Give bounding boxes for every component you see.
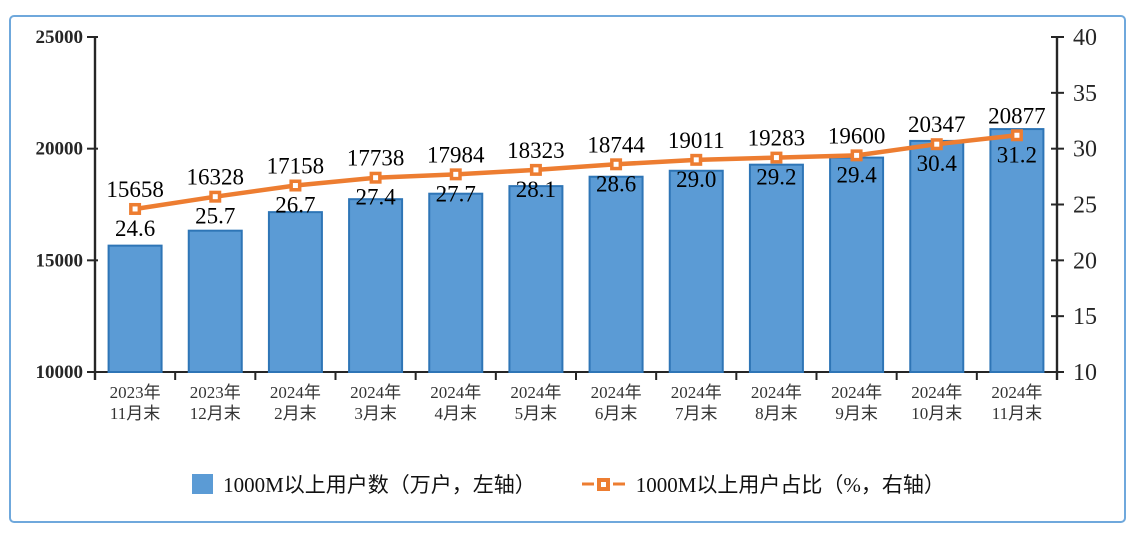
line-marker-center	[132, 206, 138, 212]
bar-value-label: 20347	[908, 112, 966, 137]
line-marker-center	[373, 175, 379, 181]
legend-item-line-series: 1000M以上用户占比（%，右轴）	[581, 469, 945, 499]
bar-value-label: 19283	[748, 126, 806, 151]
line-marker-center	[613, 161, 619, 167]
line-value-label: 28.6	[596, 171, 636, 196]
bar-value-label: 18744	[587, 132, 645, 157]
line-value-label: 29.0	[676, 167, 716, 192]
x-axis-category-label: 2024年 10月末	[911, 383, 962, 423]
bar	[187, 229, 243, 373]
line-marker-center	[934, 141, 940, 147]
line-value-label: 29.4	[836, 162, 877, 187]
bar-value-label: 17738	[347, 146, 405, 171]
left-axis-tick-label: 25000	[36, 27, 84, 48]
line-marker-center	[693, 157, 699, 163]
x-axis-category-label: 2024年 8月末	[751, 383, 802, 423]
x-axis-category-label: 2024年 9月末	[831, 383, 882, 423]
x-axis-category-label: 2024年 7月末	[671, 383, 722, 423]
bar-value-label: 18323	[507, 138, 565, 163]
x-axis-category-label: 2024年 3月末	[350, 383, 401, 423]
bar	[588, 175, 644, 373]
line-value-label: 31.2	[997, 142, 1037, 167]
x-axis-category-label: 2024年 5月末	[510, 383, 561, 423]
line-marker-center	[212, 194, 218, 200]
bar-value-label: 15658	[106, 177, 164, 202]
bar-value-label: 16328	[187, 165, 245, 190]
right-axis-tick-label: 40	[1073, 25, 1097, 51]
bar	[909, 139, 965, 373]
right-axis-tick-label: 35	[1073, 81, 1097, 107]
line-marker-center	[533, 167, 539, 173]
line-marker-center	[1014, 132, 1020, 138]
left-axis-tick-label: 10000	[36, 362, 84, 383]
line-marker-center	[292, 183, 298, 189]
bar	[748, 163, 804, 373]
line-marker-center	[854, 152, 860, 158]
line-value-label: 29.2	[756, 165, 796, 190]
legend-item-bar-series: 1000M以上用户数（万户，左轴）	[192, 469, 536, 499]
x-axis-category-label: 2024年 11月末	[991, 383, 1042, 423]
x-axis-category-label: 2024年 6月末	[591, 383, 642, 423]
bar	[107, 244, 163, 373]
line-value-label: 27.4	[355, 185, 396, 210]
line-series-marker-icon	[581, 478, 625, 491]
bar-value-label: 19600	[828, 123, 886, 148]
right-axis-tick-label: 30	[1073, 137, 1097, 163]
bar	[668, 169, 724, 373]
line-value-label: 27.7	[436, 181, 476, 206]
x-axis-category-label: 2023年 12月末	[190, 383, 241, 423]
legend: 1000M以上用户数（万户，左轴） 1000M以上用户占比（%，右轴）	[0, 466, 1137, 502]
left-axis-tick-label: 20000	[36, 139, 84, 160]
x-axis-category-label: 2024年 4月末	[430, 383, 481, 423]
line-marker-center	[453, 171, 459, 177]
right-axis-tick-label: 15	[1073, 304, 1097, 330]
right-axis-tick-label: 25	[1073, 193, 1097, 219]
bar	[428, 192, 484, 373]
bar	[508, 185, 564, 373]
bar	[829, 156, 885, 373]
bar-value-label: 17984	[427, 142, 485, 167]
line-value-label: 24.6	[115, 216, 155, 241]
right-axis-tick-label: 10	[1073, 360, 1097, 386]
bar	[989, 128, 1045, 373]
bar-series-swatch-icon	[192, 474, 214, 494]
left-axis-tick-label: 15000	[36, 250, 84, 271]
line-value-label: 30.4	[917, 151, 958, 176]
bar-value-label: 17158	[267, 154, 325, 179]
line-marker-center	[773, 155, 779, 161]
line-series-path	[132, 133, 1020, 212]
bar-value-label: 20877	[988, 103, 1046, 128]
bar	[267, 211, 323, 373]
bar-value-label: 19011	[668, 128, 725, 153]
right-axis-tick-label: 20	[1073, 248, 1097, 274]
x-axis-category-label: 2023年 11月末	[110, 383, 161, 423]
bar	[348, 198, 404, 373]
line-series-label: 1000M以上用户占比（%，右轴）	[635, 473, 945, 497]
line-value-label: 25.7	[195, 204, 235, 229]
x-axis-category-label: 2024年 2月末	[270, 383, 321, 423]
bar-series-label: 1000M以上用户数（万户，左轴）	[223, 473, 536, 497]
line-value-label: 26.7	[275, 193, 315, 218]
line-value-label: 28.1	[516, 177, 556, 202]
